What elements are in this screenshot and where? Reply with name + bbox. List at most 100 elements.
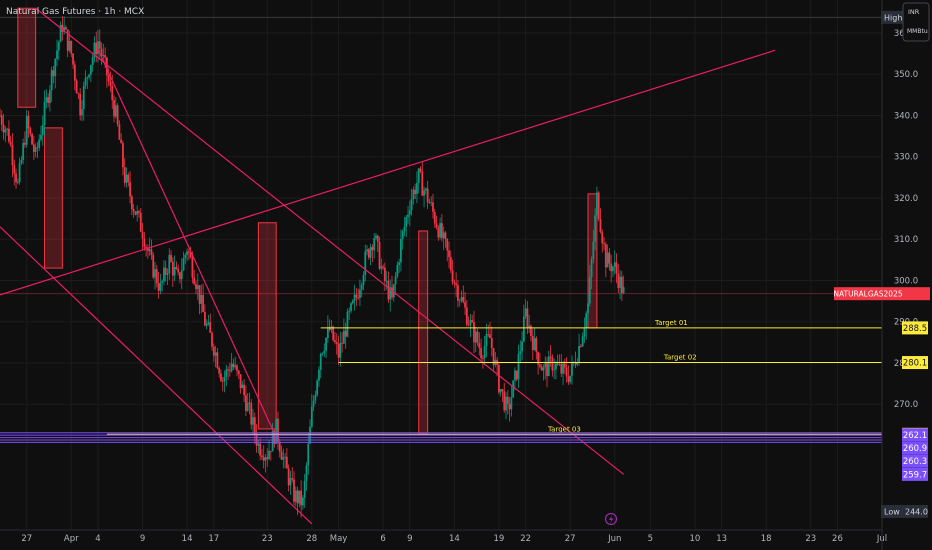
trend-lines (0, 7, 776, 525)
candle-body (332, 326, 335, 341)
candle-body (533, 338, 536, 350)
candle-body (150, 249, 153, 255)
support-price-value: 262.1 (903, 431, 927, 441)
candle-body (84, 78, 87, 86)
candle-body (505, 396, 507, 411)
candle-body (551, 357, 554, 371)
candle-body (587, 303, 589, 314)
support-price-tag (902, 454, 928, 468)
support-price-tag (902, 441, 928, 455)
trend-line (97, 49, 277, 438)
x-tick-label: 9 (407, 534, 412, 544)
lightning-icon[interactable] (604, 512, 618, 526)
candle-body (357, 297, 360, 299)
candle-body (392, 284, 395, 298)
candle-body (433, 211, 436, 224)
candle-body (524, 308, 527, 317)
candle-body (565, 367, 568, 377)
candle-body (89, 65, 92, 75)
candle-body (4, 129, 7, 133)
candle-body (296, 490, 299, 504)
candle-body (426, 188, 429, 203)
candle-body (202, 295, 205, 313)
x-tick-label: 26 (832, 534, 843, 544)
candle-body (403, 226, 406, 232)
candle-body (177, 268, 180, 273)
candle-body (25, 115, 28, 145)
candle-body (223, 376, 226, 382)
candle-body (111, 85, 114, 101)
support-price-value: 259.7 (903, 470, 927, 480)
currency-selector[interactable]: INR MMBtu (902, 2, 930, 42)
candle-body (216, 352, 219, 369)
candle-body (109, 81, 112, 86)
candle-body (512, 380, 515, 398)
candle-body (171, 261, 174, 276)
candle-body (59, 24, 62, 42)
candle-body (302, 497, 304, 506)
candle-body (275, 418, 278, 444)
candle-body (228, 370, 231, 372)
target-price-value: 280.1 (903, 359, 927, 369)
candle-body (191, 257, 194, 278)
candle-body (437, 227, 440, 238)
candle-body (148, 249, 151, 251)
y-tick-label: 270.0 (894, 400, 918, 410)
candle-body (562, 363, 564, 374)
candle-body (186, 251, 188, 255)
candle-body (448, 250, 450, 257)
candle-body (100, 48, 103, 57)
candle-body (134, 211, 137, 215)
candle-body (478, 343, 481, 348)
candle-body (359, 289, 361, 298)
candle-body (234, 365, 237, 368)
symbol-tag (834, 287, 930, 301)
candle-body (510, 397, 513, 410)
candle-body (13, 165, 16, 174)
candle-body (246, 402, 249, 411)
candle-body (538, 364, 541, 367)
candle-body (257, 443, 260, 446)
candle-body (350, 303, 352, 311)
candle-body (318, 369, 320, 381)
candle-body (145, 247, 148, 249)
candle-body (98, 41, 101, 49)
candle-body (312, 400, 315, 407)
candle-body (9, 141, 12, 145)
candle-body (141, 231, 144, 239)
candle-body (604, 244, 607, 268)
candle-body (487, 334, 490, 335)
candle-body (159, 282, 162, 291)
candle-body (581, 336, 584, 347)
candle-body (220, 373, 222, 381)
candle-body (77, 93, 80, 95)
candle-body (341, 342, 344, 344)
candle-body (613, 262, 616, 267)
candle-body (515, 370, 518, 380)
candle-body (31, 133, 33, 145)
candle-body (556, 363, 559, 365)
x-tick-label: 14 (449, 534, 460, 544)
candle-body (294, 490, 297, 502)
candle-body (421, 171, 424, 196)
candle-body (542, 367, 545, 371)
y-tick-label: 340.0 (894, 111, 918, 121)
candle-body (382, 266, 384, 268)
candle-body (170, 254, 172, 262)
candle-body (597, 192, 600, 220)
zone-box (44, 127, 63, 269)
low-label: Low (884, 507, 900, 516)
candle-body (348, 310, 351, 312)
candle-body (173, 266, 176, 276)
candle-body (449, 256, 452, 271)
candle-body (391, 287, 393, 298)
candle-body (371, 247, 374, 251)
candle-body (412, 189, 415, 200)
candle-body (38, 139, 41, 148)
currency-code: INR (908, 8, 920, 16)
candle-body (521, 341, 523, 352)
candle-body (40, 134, 42, 140)
x-tick-label: 28 (306, 534, 317, 544)
